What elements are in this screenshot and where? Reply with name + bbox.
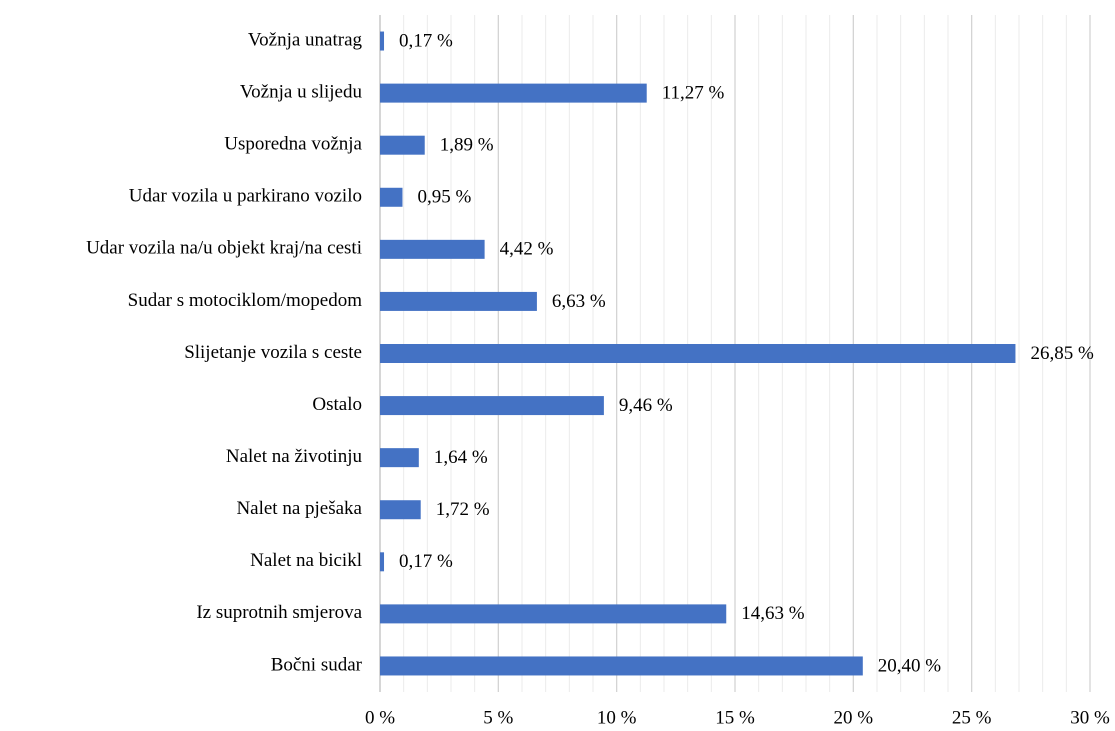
y-tick-label: Bočni sudar: [271, 654, 363, 675]
bar: [380, 31, 385, 51]
y-tick-label: Iz suprotnih smjerova: [196, 602, 362, 623]
y-tick-label: Slijetanje vozila s ceste: [184, 342, 362, 363]
x-tick-label: 20 %: [834, 707, 874, 728]
data-label: 0,17 %: [399, 551, 453, 572]
bar: [380, 239, 485, 259]
bar: [380, 187, 403, 207]
data-label: 14,63 %: [741, 603, 805, 624]
bar: [380, 552, 385, 572]
bar: [380, 500, 421, 520]
bar: [380, 604, 727, 624]
data-label: 26,85 %: [1030, 343, 1094, 364]
data-label: 11,27 %: [662, 82, 725, 103]
bar: [380, 344, 1016, 363]
bar: [380, 291, 537, 311]
x-tick-label: 15 %: [715, 707, 755, 728]
bar: [380, 135, 425, 155]
y-tick-label: Vožnja unatrag: [248, 29, 363, 50]
x-tick-label: 10 %: [597, 707, 637, 728]
y-tick-label: Udar vozila na/u objekt kraj/na cesti: [86, 238, 362, 259]
data-label: 20,40 %: [878, 655, 942, 676]
y-tick-label: Ostalo: [312, 394, 362, 415]
bar: [380, 448, 419, 468]
y-tick-label: Udar vozila u parkirano vozilo: [129, 186, 362, 207]
y-tick-label: Usporedna vožnja: [224, 134, 362, 155]
data-label: 1,72 %: [436, 499, 490, 520]
bar: [380, 656, 863, 676]
y-tick-label: Nalet na životinju: [226, 446, 363, 467]
bar: [380, 396, 604, 416]
bar: [380, 83, 647, 103]
x-tick-label: 0 %: [365, 707, 395, 728]
y-tick-label: Nalet na pješaka: [236, 498, 362, 519]
data-label: 1,89 %: [440, 135, 494, 156]
y-tick-label: Sudar s motociklom/mopedom: [128, 290, 363, 311]
data-label: 4,42 %: [500, 239, 554, 260]
y-tick-label: Vožnja u slijedu: [240, 81, 363, 102]
data-label: 1,64 %: [434, 447, 488, 468]
data-label: 0,95 %: [417, 187, 471, 208]
x-tick-label: 5 %: [483, 707, 513, 728]
data-label: 0,17 %: [399, 30, 453, 51]
data-label: 6,63 %: [552, 291, 606, 312]
x-tick-label: 30 %: [1070, 707, 1110, 728]
x-tick-label: 25 %: [952, 707, 992, 728]
data-label: 9,46 %: [619, 395, 673, 416]
y-tick-label: Nalet na bicikl: [250, 550, 362, 571]
